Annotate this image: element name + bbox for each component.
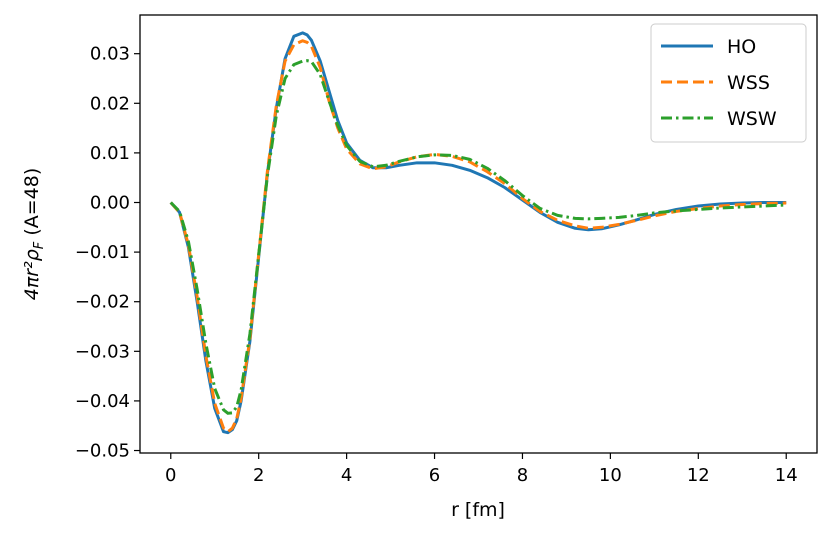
y-axis: −0.05 −0.04 −0.03 −0.02 −0.01 0.00 0.01 0.02 0.0… [75,44,140,462]
y-tick-label: −0.01 [75,242,130,263]
x-axis-label: r [fm] [451,499,505,521]
axes-frame [139,14,818,454]
y-axis-label-main: 4πr²ρ [21,249,43,300]
series-line-wsw [169,59,787,415]
y-tick-label: 0.02 [90,93,130,114]
legend-label-ho: HO [727,36,756,58]
x-tick-label: 2 [253,465,264,486]
x-tick-label: 12 [687,465,710,486]
plot-lines [169,31,787,435]
y-tick-label: 0.01 [90,143,130,164]
y-tick-label: −0.05 [75,441,130,462]
x-tick-label: 6 [429,465,440,486]
y-tick-label: 0.00 [90,193,130,214]
y-axis-label-subscript: F [32,241,47,249]
y-tick-label: 0.03 [90,44,130,65]
y-axis-label: 4πr²ρF (A=48) [21,168,47,300]
x-tick-label: 14 [775,465,798,486]
x-tick-label: 10 [599,465,622,486]
x-axis: 0 2 4 6 8 10 12 14 [165,453,798,486]
x-tick-label: 8 [517,465,528,486]
legend-label-wss: WSS [727,72,770,94]
legend: HO WSS WSW [650,23,807,143]
x-tick-label: 4 [341,465,352,486]
y-tick-label: −0.03 [75,341,130,362]
legend-label-wsw: WSW [727,108,777,130]
y-tick-label: −0.02 [75,292,130,313]
y-tick-label: −0.04 [75,391,130,412]
x-tick-label: 0 [165,465,176,486]
series-line-wss [169,39,787,434]
y-axis-label-suffix: (A=48) [21,168,43,242]
legend-box [650,23,807,143]
